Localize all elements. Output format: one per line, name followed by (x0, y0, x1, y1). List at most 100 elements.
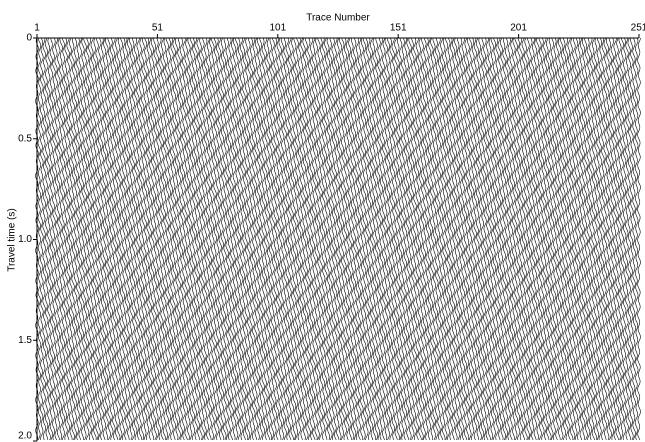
trace-wiggle (422, 37, 427, 441)
trace-wiggle (362, 37, 367, 441)
trace-wiggle (198, 37, 203, 441)
trace-wiggle (44, 37, 49, 441)
trace-wiggle (141, 37, 145, 441)
trace-wiggle (526, 37, 531, 441)
trace-wiggle (307, 37, 311, 441)
trace-wiggle (237, 37, 242, 441)
trace-wiggle (437, 37, 441, 441)
trace-wiggle (540, 37, 545, 441)
trace-wiggle (485, 37, 490, 441)
trace-wiggle (76, 37, 80, 441)
y-tick-label: 0.5 (18, 133, 32, 144)
trace-wiggle (42, 37, 47, 441)
trace-wiggle (406, 37, 410, 441)
trace-wiggle (174, 37, 179, 441)
trace-wiggle (223, 37, 227, 441)
trace-wiggle (384, 37, 388, 441)
x-tick-label: 51 (152, 23, 164, 34)
x-tick-label: 101 (269, 23, 286, 34)
trace-wiggle (92, 37, 97, 441)
trace-wiggle (215, 37, 220, 441)
trace-wiggle (276, 37, 280, 441)
trace-wiggle (143, 37, 148, 441)
trace-wiggle (184, 37, 189, 441)
trace-wiggle (531, 37, 535, 441)
trace-wiggle (548, 37, 552, 441)
trace-wiggle (170, 37, 174, 441)
trace-wiggle (432, 37, 437, 441)
trace-wiggle (391, 38, 396, 441)
trace-wiggle (249, 37, 254, 441)
trace-wiggle (126, 37, 131, 441)
trace-wiggle (124, 37, 128, 441)
trace-wiggle (177, 37, 181, 441)
trace-wiggle (492, 37, 497, 441)
trace-wiggle (254, 37, 258, 441)
trace-wiggle (442, 37, 446, 441)
trace-wiggle (304, 37, 309, 441)
trace-wiggle (567, 37, 571, 441)
trace-wiggle (509, 37, 514, 441)
trace-wiggle (290, 37, 295, 441)
x-tick-label: 151 (390, 23, 407, 34)
x-axis-label: Trace Number (306, 13, 370, 24)
trace-wiggle (302, 37, 307, 441)
trace-wiggle (136, 37, 140, 441)
trace-wiggle (613, 37, 617, 441)
trace-wiggle (475, 37, 480, 441)
trace-wiggle (186, 37, 191, 441)
trace-wiggle (95, 37, 100, 441)
trace-wiggle (434, 37, 439, 441)
trace-wiggle (107, 37, 112, 441)
trace-wiggle (622, 37, 627, 441)
trace-wiggle (121, 37, 126, 441)
trace-wiggle (167, 37, 172, 441)
trace-wiggle (466, 37, 470, 441)
trace-wiggle (131, 37, 136, 441)
trace-wiggle (105, 37, 109, 441)
trace-wiggle (129, 37, 133, 441)
trace-wiggle (271, 37, 275, 441)
trace-wiggle (326, 37, 331, 441)
trace-wiggle (68, 37, 73, 441)
trace-wiggle (40, 37, 44, 441)
trace-wiggle (451, 37, 456, 441)
trace-wiggle (328, 37, 333, 441)
trace-wiggle (610, 37, 615, 441)
trace-wiggle (576, 37, 581, 441)
trace-wiggle (165, 37, 169, 441)
trace-wiggle (487, 37, 492, 441)
trace-wiggle (550, 37, 555, 441)
trace-wiggle (218, 37, 222, 441)
trace-wiggle (574, 37, 579, 441)
trace-wiggle (495, 37, 499, 441)
trace-wiggle (242, 37, 246, 441)
trace-wiggle (203, 37, 208, 441)
trace-wiggle (343, 37, 348, 441)
trace-wiggle (581, 37, 586, 441)
trace-wiggle (247, 37, 251, 441)
trace-wiggle (102, 37, 107, 441)
trace-wiggle (593, 37, 598, 441)
trace-wiggle (552, 37, 557, 441)
trace-wiggle (504, 37, 509, 441)
trace-wiggle (162, 37, 167, 441)
trace-wiggle (266, 37, 270, 441)
trace-wiggle (196, 37, 201, 441)
trace-wiggle (112, 37, 116, 441)
trace-wiggle (596, 37, 600, 441)
trace-wiggle (179, 37, 184, 441)
trace-wiggle (369, 37, 374, 441)
trace-wiggle (158, 37, 162, 441)
trace-wiggle (244, 37, 249, 441)
trace-wiggle (206, 37, 210, 441)
trace-wiggle (268, 37, 273, 441)
trace-wiggle (336, 37, 340, 441)
trace-wiggle (49, 37, 54, 441)
trace-wiggle (160, 37, 165, 441)
trace-wiggle (90, 37, 95, 441)
trace-wiggle (324, 37, 328, 441)
trace-wiggle (379, 37, 384, 441)
trace-wiggle (189, 37, 193, 441)
trace-wiggle (145, 37, 150, 441)
